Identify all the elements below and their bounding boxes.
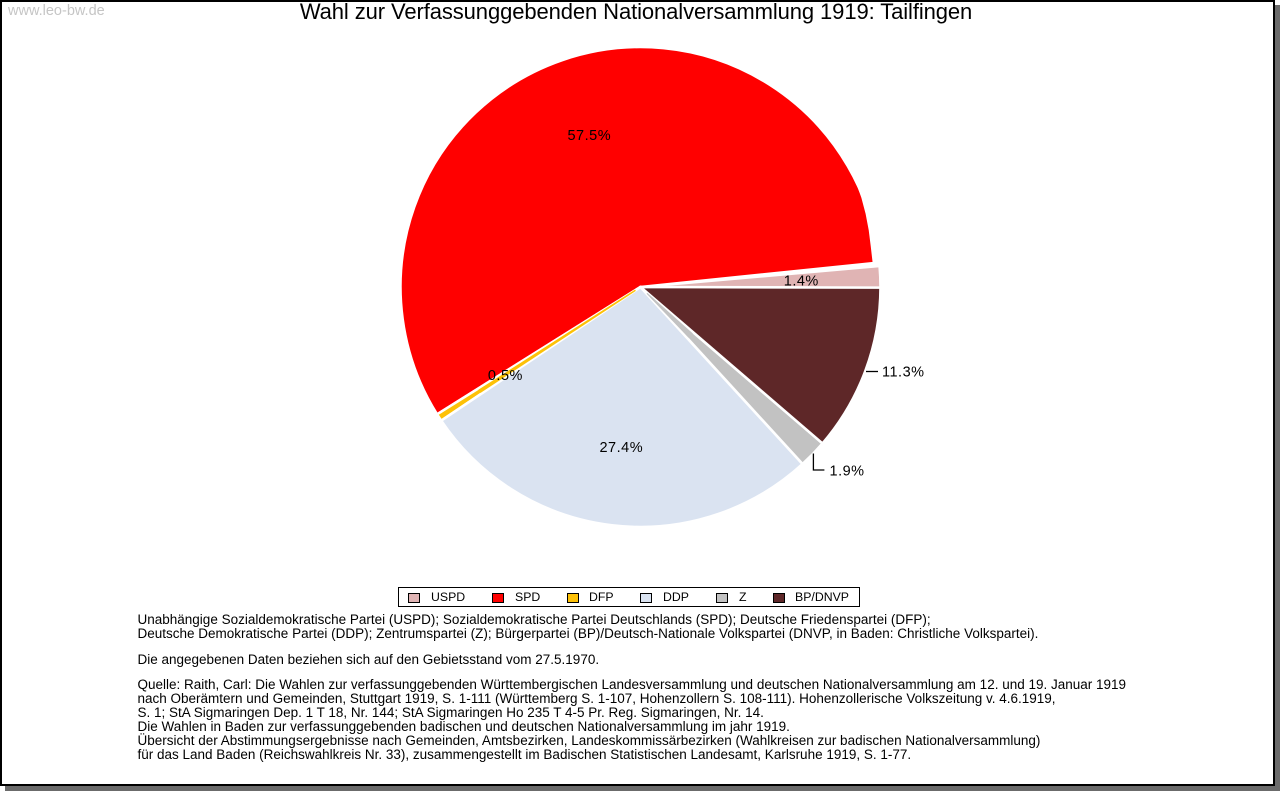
svg-text:1.9%: 1.9% — [830, 464, 865, 480]
svg-text:27.4%: 27.4% — [599, 440, 643, 456]
svg-text:0.5%: 0.5% — [488, 368, 523, 384]
svg-text:1.4%: 1.4% — [784, 274, 819, 290]
svg-text:11.3%: 11.3% — [882, 365, 925, 381]
svg-text:57.5%: 57.5% — [567, 128, 611, 144]
